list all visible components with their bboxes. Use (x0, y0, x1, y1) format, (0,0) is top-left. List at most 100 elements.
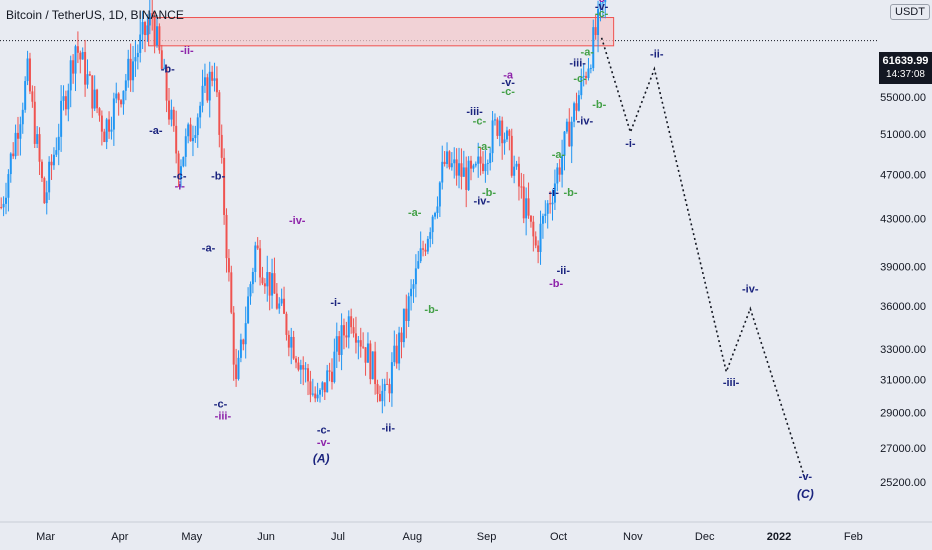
wave-label: -c- (214, 399, 228, 411)
candle-body (163, 67, 166, 69)
candle (453, 147, 456, 179)
candle-body (177, 153, 180, 179)
candle-body (563, 131, 566, 156)
candle-body (405, 308, 408, 322)
candle-body (378, 394, 381, 402)
price-tick-label: 25200.00 (880, 477, 926, 489)
candle-body (431, 216, 434, 233)
candle-body (251, 271, 254, 285)
candle-body (153, 17, 156, 46)
candle-body (230, 272, 233, 313)
wave-label: (A) (313, 452, 330, 466)
candle (561, 139, 564, 188)
candle-body (115, 93, 118, 99)
candle-body (201, 85, 204, 106)
candle-body (117, 93, 120, 101)
candle (597, 0, 600, 53)
candle (129, 43, 132, 92)
candle-body (129, 58, 132, 81)
candle-body (124, 80, 127, 91)
candle (359, 327, 362, 358)
candle (21, 102, 24, 134)
candle (513, 155, 516, 184)
candle-body (256, 245, 259, 249)
candle-body (232, 312, 235, 365)
candle (223, 148, 226, 225)
candle (477, 142, 480, 178)
candle-body (383, 383, 386, 391)
candle-body (467, 160, 470, 190)
candle (60, 85, 63, 152)
candle-body (74, 46, 77, 74)
candle (287, 330, 290, 357)
candle-body (316, 394, 319, 399)
candle-body (179, 166, 182, 179)
wave-label: -c- (595, 8, 609, 20)
candle-body (477, 156, 480, 164)
candle-body (196, 117, 199, 136)
candle-body (594, 27, 597, 35)
price-tick-label: 27000.00 (880, 443, 926, 455)
wave-label: -a- (408, 207, 422, 219)
candle (520, 172, 523, 199)
candle-body (304, 368, 307, 370)
candle-body (108, 119, 111, 132)
candle (458, 147, 461, 189)
candle-body (237, 357, 240, 380)
candle-body (266, 272, 269, 287)
candle-body (472, 165, 475, 169)
candle (196, 113, 199, 148)
time-tick-label: Feb (844, 531, 863, 543)
candle (525, 187, 528, 236)
candle (275, 283, 278, 310)
candle-body (419, 248, 422, 262)
candle-body (369, 343, 372, 380)
wave-label: -iv- (474, 196, 491, 208)
candle (462, 150, 465, 177)
candle (316, 382, 319, 402)
candle-body (450, 163, 453, 168)
candle (599, 0, 602, 22)
candle (38, 127, 41, 176)
candle (189, 117, 192, 142)
candle (249, 281, 252, 305)
candle-body (448, 151, 451, 168)
candle-body (38, 134, 41, 162)
resistance-zone (148, 17, 615, 47)
candle-body (498, 120, 501, 136)
candle (299, 359, 302, 384)
time-tick-label: Jul (331, 531, 345, 543)
candle (86, 59, 89, 89)
time-tick-label: Dec (695, 531, 715, 543)
candle-body (388, 384, 391, 394)
candle-body (225, 214, 228, 259)
candle (302, 356, 305, 386)
candle (208, 61, 211, 118)
wave-label: -iii- (466, 106, 483, 118)
wave-label: -b- (563, 187, 577, 199)
candle (426, 236, 429, 255)
candle (570, 116, 573, 164)
candle-body (297, 362, 300, 370)
wave-label: -ii- (557, 265, 571, 277)
candle (594, 14, 597, 40)
currency-badge[interactable]: USDT (890, 4, 930, 20)
candle (184, 128, 187, 167)
projection-path (600, 37, 807, 481)
candle (422, 240, 425, 257)
candle-body (28, 58, 31, 92)
candle-body (505, 130, 508, 140)
wave-label: -v- (595, 1, 609, 13)
candle-body (33, 101, 36, 144)
candle (103, 128, 106, 143)
candle-body (175, 125, 178, 154)
candle-body (275, 293, 278, 309)
wave-label: -c- (317, 424, 331, 436)
resistance-box (148, 17, 615, 47)
candle (182, 156, 185, 168)
candle (398, 326, 401, 371)
candle (237, 350, 240, 381)
wave-label: -iv- (289, 215, 306, 227)
candle-body (587, 68, 590, 79)
